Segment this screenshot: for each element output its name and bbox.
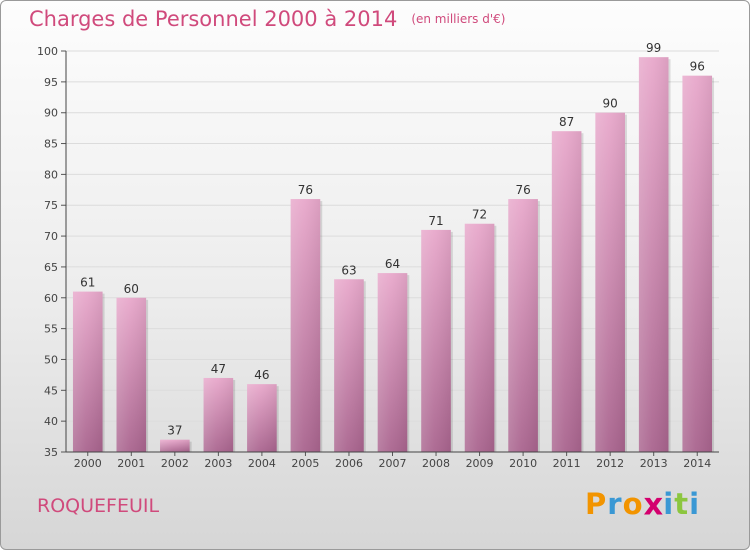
bar-highlight <box>334 279 364 452</box>
logo-letter: t <box>674 487 690 521</box>
y-tick-label: 70 <box>44 230 58 243</box>
logo-letter: i <box>689 487 701 521</box>
axes: 35 40 45 50 55 60 65 70 75 80 85 90 95 100 2000 2001 200… <box>37 45 719 470</box>
bar-highlight <box>682 75 713 452</box>
bar-value-label: 37 <box>167 424 182 438</box>
bar-highlight <box>377 273 408 452</box>
y-tick-label: 90 <box>44 107 58 120</box>
bar-value-label: 64 <box>385 257 400 271</box>
commune-name: ROQUEFEUIL <box>37 495 160 517</box>
x-tick-label: 2002 <box>161 457 189 470</box>
y-tick-label: 50 <box>44 353 58 366</box>
y-tick-label: 55 <box>44 323 58 336</box>
bar-highlight <box>638 57 669 453</box>
bar-value-label: 76 <box>298 183 313 197</box>
bar-value-label: 71 <box>428 214 443 228</box>
chart-subtitle: (en milliers d'€) <box>411 12 506 26</box>
y-tick-label: 95 <box>44 76 58 89</box>
bar-highlight <box>160 439 190 452</box>
y-tick-label: 45 <box>44 384 58 397</box>
bar-highlight <box>595 112 625 452</box>
logo-letter: o <box>622 487 644 521</box>
bar-value-label: 72 <box>472 208 487 222</box>
bar-highlight <box>464 223 495 452</box>
logo-letter: P <box>585 487 608 521</box>
y-tick-label: 100 <box>37 45 58 58</box>
x-tick-label: 2011 <box>553 457 581 470</box>
x-tick-label: 2008 <box>422 457 450 470</box>
x-tick-label: 2014 <box>683 457 711 470</box>
y-tick-label: 80 <box>44 168 58 181</box>
bar-value-label: 99 <box>646 41 661 55</box>
x-tick-label: 2004 <box>248 457 276 470</box>
y-tick-label: 85 <box>44 138 58 151</box>
chart-title: Charges de Personnel 2000 à 2014 <box>29 7 398 31</box>
logo-letter: i <box>663 487 675 521</box>
bar-value-label: 87 <box>559 115 574 129</box>
bar-value-label: 47 <box>211 362 226 376</box>
y-tick-label: 40 <box>44 415 58 428</box>
y-tick-label: 75 <box>44 199 58 212</box>
bar-value-label: 90 <box>603 97 618 111</box>
x-tick-label: 2006 <box>335 457 363 470</box>
bar-value-label: 63 <box>341 263 356 277</box>
x-tick-label: 2013 <box>640 457 668 470</box>
x-tick-label: 2007 <box>379 457 407 470</box>
y-tick-label: 35 <box>44 446 58 459</box>
bar-value-label: 61 <box>80 276 95 290</box>
bar-value-label: 76 <box>515 183 530 197</box>
bar-highlight <box>72 291 103 452</box>
bar-value-label: 96 <box>690 60 705 74</box>
bar-highlight <box>116 297 147 452</box>
bar-value-label: 46 <box>254 368 269 382</box>
title-row: Charges de Personnel 2000 à 2014 (en mill… <box>29 7 505 31</box>
bar-highlight <box>508 199 538 452</box>
x-tick-label: 2005 <box>291 457 319 470</box>
proxiti-logo[interactable]: Proxiti <box>585 486 701 522</box>
y-tick-label: 65 <box>44 261 58 274</box>
bar-value-label: 60 <box>124 282 139 296</box>
x-tick-label: 2012 <box>596 457 624 470</box>
x-tick-label: 2003 <box>204 457 232 470</box>
x-tick-label: 2009 <box>466 457 494 470</box>
bar-highlight <box>290 199 321 452</box>
y-tick-label: 60 <box>44 292 58 305</box>
bar-highlight <box>421 229 451 452</box>
bar-highlight <box>203 377 234 452</box>
x-tick-label: 2010 <box>509 457 537 470</box>
logo-letter: r <box>607 487 623 521</box>
x-tick-label: 2000 <box>74 457 102 470</box>
x-tick-label: 2001 <box>117 457 145 470</box>
bar-highlight <box>247 384 277 452</box>
logo-letter: x <box>643 486 664 522</box>
bars: 61 60 37 47 46 76 63 64 71 72 76 87 90 99 96 <box>72 41 715 453</box>
bar-highlight <box>551 131 582 452</box>
